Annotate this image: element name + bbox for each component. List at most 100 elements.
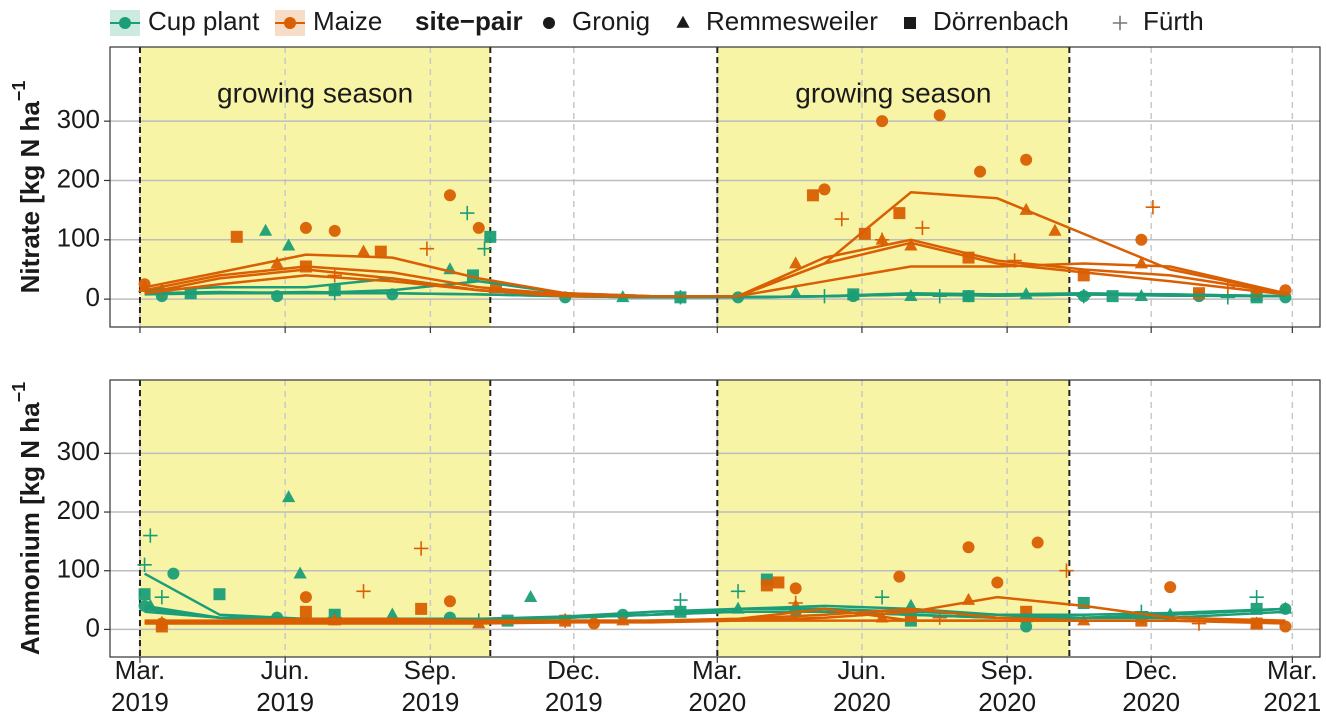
data-point [154,589,170,605]
x-tick-label: Mar. 2021 [1263,655,1321,717]
data-point [328,224,341,237]
x-tick-label: Mar. 2020 [688,655,746,717]
y-tick-label: 300 [57,436,100,466]
data-point [327,268,342,283]
data-point [385,607,399,620]
data-point [270,256,284,269]
y-tick-label: 200 [57,495,100,525]
data-point [299,605,312,618]
data-point [876,115,889,128]
data-point [1249,589,1264,605]
data-point [673,592,688,608]
data-point [167,567,180,580]
data-point [299,221,312,234]
data-point [858,227,871,240]
y-tick-label: 0 [86,612,100,642]
legend-key-marker [1112,15,1128,31]
legend-label: Cup plant [148,6,260,36]
data-point [137,557,152,573]
legend-label: Gronig [572,6,650,36]
data-point [213,588,226,601]
data-point [1020,605,1033,618]
y-axis-label-main: Ammonium [kg N ha [15,402,45,655]
data-point [293,566,307,579]
growing-season-band [139,380,491,657]
data-point [915,220,930,236]
data-point [893,570,906,583]
legend-label: Fürth [1143,6,1204,36]
x-tick-label: Dec. 2020 [1122,655,1180,717]
data-point [258,223,273,236]
data-point [991,576,1004,589]
data-point [1193,287,1205,300]
data-point [415,602,428,615]
data-point [143,528,158,543]
legend-label: Dörrenbach [933,6,1069,36]
legend-key-marker [119,17,131,29]
data-point [789,256,803,269]
data-point [472,221,485,234]
data-point [904,238,918,251]
data-point [443,189,456,202]
legend-key-marker [676,15,690,28]
data-point [413,541,429,556]
data-point [1048,223,1062,236]
data-point [1059,563,1074,578]
y-axis-label-main: Nitrate [kg N ha [15,101,45,294]
data-point [282,490,296,503]
data-point [1076,288,1091,304]
data-point [1020,153,1033,166]
x-tick-label: Sep. 2019 [401,655,459,717]
data-point [760,579,773,592]
data-point [789,582,802,595]
data-point [1031,536,1044,549]
data-point [524,589,538,602]
data-point [730,584,746,599]
data-point [356,584,371,599]
plot-frame [109,46,1321,328]
data-point [1106,290,1119,303]
y-tick-label: 0 [86,282,100,312]
data-point [834,211,849,227]
x-tick-label: Sep. 2020 [978,655,1036,717]
plot-frame [109,379,1321,658]
x-tick-label: Jun. 2019 [256,655,314,717]
y-tick-label: 200 [57,163,100,193]
data-point [974,165,987,178]
y-axis-label-sup: −1 [9,81,29,102]
data-point [932,288,947,304]
y-axis-label: Ammonium [kg N ha−1 [9,382,45,655]
data-point [933,109,946,122]
data-point [893,207,906,220]
legend-key-marker [284,17,296,29]
data-point [299,591,312,604]
legend-label: Remmesweiler [706,6,878,36]
season-label: growing season [217,77,413,108]
data-point [484,230,497,243]
smooth-line [144,619,1286,625]
data-point [138,588,151,601]
legend-key-marker [543,17,555,29]
x-tick-label: Mar. 2019 [111,655,169,717]
data-point [356,244,371,257]
smooth-line [144,262,1286,298]
data-point [443,595,456,608]
data-point [282,238,296,251]
data-point [1145,199,1161,215]
data-point [1164,581,1177,594]
legend-label: Maize [313,6,382,36]
data-point [1278,601,1293,614]
data-point [1135,233,1148,246]
data-point [230,230,243,243]
data-point [1020,620,1033,633]
data-point [962,541,975,554]
y-tick-label: 300 [57,104,100,134]
data-point [806,189,819,202]
x-tick-label: Dec. 2019 [545,655,603,717]
data-point [419,241,435,256]
legend-key-marker [904,17,916,29]
data-point [460,205,475,221]
y-tick-label: 100 [57,223,100,253]
data-point [772,576,785,589]
